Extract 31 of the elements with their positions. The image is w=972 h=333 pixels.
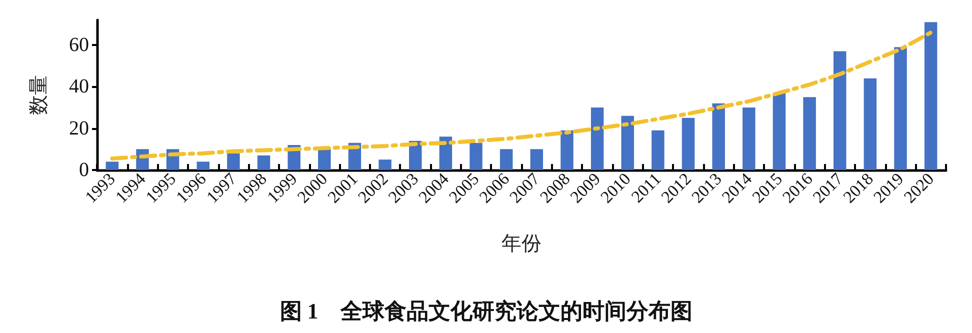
bar	[772, 92, 786, 170]
bar	[439, 136, 452, 170]
y-tick-label: 60	[69, 34, 89, 56]
bar	[196, 162, 210, 170]
bar	[257, 155, 270, 170]
bar	[530, 149, 544, 170]
bar	[560, 130, 574, 170]
y-tick-label: 0	[79, 159, 89, 181]
bar	[803, 97, 816, 170]
y-tick-label: 40	[69, 76, 89, 98]
bar	[500, 149, 513, 170]
bar	[621, 116, 634, 170]
bar	[924, 22, 938, 170]
bar	[590, 108, 604, 170]
bar	[712, 103, 725, 170]
line-series	[110, 30, 933, 161]
bar	[652, 130, 664, 170]
bar	[318, 149, 331, 170]
bar	[470, 142, 482, 170]
bar	[378, 160, 392, 170]
bar	[682, 118, 695, 170]
y-tick-label: 20	[69, 117, 89, 140]
bar	[742, 108, 756, 170]
bar	[894, 47, 907, 170]
x-axis-title: 年份	[502, 233, 542, 255]
y-axis-title: 数量	[28, 75, 50, 115]
bar	[227, 153, 240, 170]
bar	[106, 162, 119, 170]
bar	[834, 51, 846, 170]
bar	[864, 78, 877, 170]
text: 图 1 全球食品文化研究论文的时间分布图	[280, 298, 692, 324]
